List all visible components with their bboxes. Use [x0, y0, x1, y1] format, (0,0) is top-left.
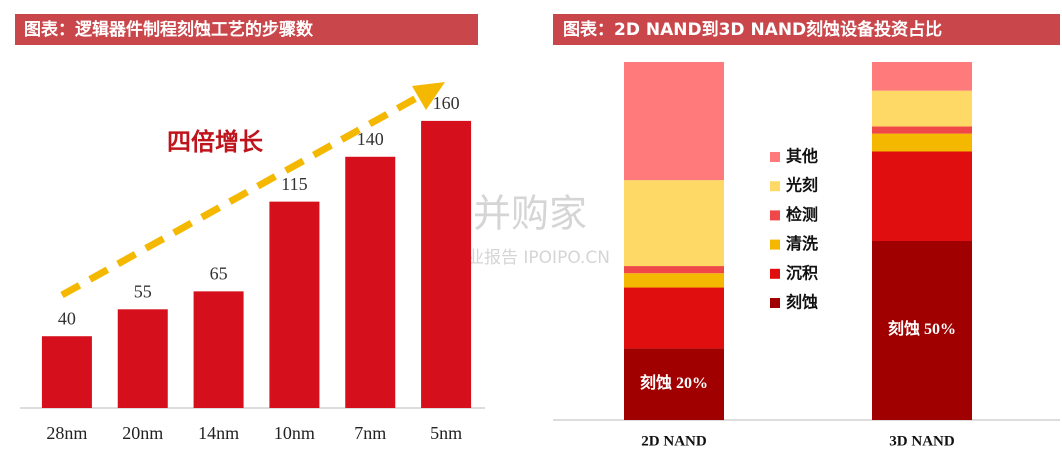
legend-swatch [770, 268, 780, 279]
value-label: 65 [210, 263, 228, 283]
value-label: 160 [433, 93, 460, 113]
bar-segment [872, 126, 972, 134]
legend-swatch [770, 210, 780, 221]
chart-title: 图表：逻辑器件制程刻蚀工艺的步骤数 [24, 19, 314, 40]
arrow-head [412, 82, 445, 110]
x-tick-label: 10nm [274, 423, 315, 443]
legend-swatch [770, 181, 780, 192]
title-banner [553, 14, 1060, 45]
bar-segment [624, 273, 724, 288]
x-tick-label: 20nm [122, 423, 163, 443]
x-tick-label: 3D NAND [889, 433, 955, 449]
bar [269, 201, 320, 408]
bar-segment [872, 151, 972, 241]
bar-segment [624, 180, 724, 267]
x-tick-label: 5nm [430, 423, 462, 443]
chart-title: 图表：2D NAND到3D NAND刻蚀设备投资占比 [563, 19, 942, 40]
value-label: 115 [281, 174, 307, 194]
bar [345, 156, 396, 408]
legend-label: 刻蚀 [786, 293, 818, 312]
legend-label: 光刻 [785, 176, 818, 195]
value-label: 55 [134, 281, 152, 301]
value-label: 40 [58, 308, 76, 328]
bar-segment [872, 133, 972, 152]
bar-segment [872, 241, 972, 420]
bar [421, 120, 472, 408]
legend-label: 检测 [786, 205, 818, 224]
legend-label: 其他 [786, 147, 818, 166]
value-label: 刻蚀 50% [888, 319, 956, 338]
bar-segment [872, 90, 972, 127]
bar [117, 309, 168, 408]
title-banner [15, 14, 478, 45]
bar [193, 291, 244, 408]
bar-segment [872, 62, 972, 91]
legend-swatch [770, 152, 780, 162]
watermark-logo: 并购家 [473, 192, 587, 236]
bar-segment [624, 287, 724, 349]
x-tick-label: 14nm [198, 423, 239, 443]
annotation: 四倍增长 [167, 128, 264, 156]
bar-segment [624, 266, 724, 274]
legend-label: 沉积 [786, 263, 818, 282]
legend-swatch [770, 298, 780, 308]
bar-segment [624, 348, 724, 420]
x-tick-label: 28nm [46, 423, 87, 443]
x-tick-label: 2D NAND [641, 433, 707, 449]
x-tick-label: 7nm [354, 423, 386, 443]
watermark-sub: 行业报告 IPOIPO.CN [450, 248, 610, 268]
value-label: 刻蚀 20% [640, 373, 708, 392]
legend-swatch [770, 239, 780, 250]
watermark: 并购家 行业报告 IPOIPO.CN [450, 192, 610, 269]
bar [41, 336, 92, 408]
bar-segment [624, 62, 724, 181]
trend-arrow [60, 92, 422, 299]
legend-label: 清洗 [786, 234, 818, 253]
value-label: 140 [357, 129, 384, 149]
